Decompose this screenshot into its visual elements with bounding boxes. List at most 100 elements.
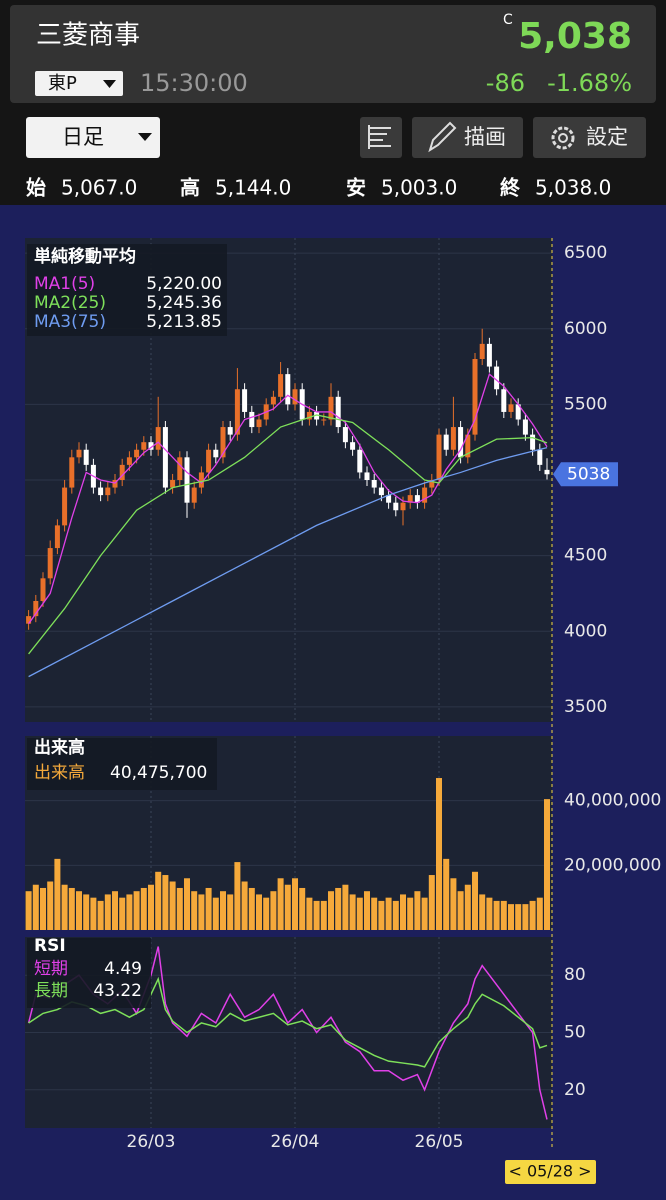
ma-line — [28, 414, 548, 655]
volume-bar — [270, 891, 277, 930]
volume-bar — [32, 884, 39, 930]
candle-body — [234, 389, 240, 435]
candle-body — [508, 404, 514, 412]
candle-body — [465, 434, 471, 458]
volume-bar — [472, 871, 478, 930]
candle-body — [162, 427, 168, 488]
volume-bar — [436, 778, 442, 930]
y-tick-label: 6500 — [564, 243, 607, 263]
candle-body — [335, 396, 341, 428]
volume-bar — [320, 900, 327, 930]
summary-value: 5,038.0 — [535, 176, 611, 200]
legend-value: 4.49 — [104, 959, 142, 979]
candle-body — [450, 427, 456, 450]
candle-body — [530, 434, 536, 450]
candle-body — [515, 404, 521, 420]
candle-body — [479, 343, 485, 359]
volume-bar — [263, 897, 270, 930]
x-tick-label: 26/03 — [127, 1132, 176, 1152]
price-tag-bg — [553, 462, 618, 487]
candle-body — [98, 487, 104, 496]
date-tag: < 05/28 > — [508, 1162, 591, 1181]
price-tag: 5038 — [567, 464, 610, 484]
candle-body — [134, 449, 140, 458]
volume-bar — [428, 875, 435, 930]
volume-bar — [61, 884, 68, 930]
candle-body — [501, 389, 507, 412]
y-tick-label: 80 — [564, 965, 586, 985]
summary-label: 終 — [500, 176, 521, 200]
candle-body — [40, 578, 46, 601]
candle-body — [54, 525, 60, 549]
y-tick-label: 20,000,000 — [564, 855, 661, 875]
market: 東P — [48, 73, 77, 94]
candle-body — [436, 434, 442, 480]
volume-bar — [140, 887, 147, 930]
legend-name: MA3(75) — [34, 312, 106, 332]
candle-body — [177, 457, 183, 480]
candle-body — [220, 427, 226, 458]
list-button[interactable] — [360, 117, 402, 158]
legend-name: 出来高 — [34, 763, 85, 783]
candle-body — [494, 366, 500, 390]
candle-body — [270, 396, 276, 405]
volume-bar — [479, 894, 486, 930]
volume-bar — [54, 858, 61, 930]
dropdown-arrow — [138, 133, 152, 141]
volume-bar — [133, 891, 140, 930]
volume-bar — [529, 900, 536, 930]
volume-bar — [342, 884, 349, 930]
volume-bar — [349, 894, 356, 930]
candle-body — [148, 442, 154, 450]
ohlc-summary: 始 5,067.0 高 5,144.0 安 5,003.0 終 5,038.0 — [26, 176, 611, 200]
candle-body — [443, 434, 449, 450]
candle-body — [141, 442, 147, 450]
summary-label: 安 — [346, 176, 366, 200]
candle-body — [249, 411, 255, 428]
candle-body — [112, 480, 118, 488]
candle-body — [69, 457, 75, 488]
legend-value: 43.22 — [93, 981, 142, 1001]
candle-body — [472, 359, 478, 435]
candle-body — [33, 601, 39, 617]
change: -86 — [486, 69, 525, 97]
volume-bar — [414, 891, 421, 930]
legend-title: RSI — [34, 936, 66, 956]
y-tick-label: 4500 — [564, 546, 607, 566]
candle-body — [371, 480, 377, 488]
date-tag-bg — [505, 1160, 596, 1184]
candle-body — [386, 495, 392, 503]
volume-bar — [378, 900, 385, 930]
draw-button[interactable] — [412, 117, 523, 158]
candle-body — [378, 487, 384, 496]
candle-body — [76, 449, 82, 458]
volume-bar — [306, 897, 313, 930]
volume-bar — [464, 884, 471, 930]
price-type: C — [503, 12, 513, 28]
volume-bar — [515, 904, 522, 930]
candle-body — [206, 449, 212, 473]
volume-bar — [119, 897, 126, 930]
candle-body — [242, 389, 248, 412]
candle-body — [414, 495, 420, 503]
candle-body — [191, 487, 197, 503]
period: 日足 — [62, 125, 104, 149]
volume-bar — [90, 897, 97, 930]
candle-body — [522, 419, 528, 435]
y-tick-label: 6000 — [564, 319, 607, 339]
volume-bar — [25, 891, 32, 930]
volume-bar — [205, 887, 212, 930]
candle-body — [314, 411, 320, 420]
volume-bar — [169, 881, 176, 930]
volume-bar — [184, 878, 190, 930]
legend-name: MA2(25) — [34, 293, 106, 313]
market-select[interactable] — [35, 71, 123, 96]
candle-body — [292, 389, 298, 405]
period-select[interactable] — [26, 117, 160, 158]
volume-bar — [522, 904, 529, 930]
volume-bar — [299, 887, 306, 930]
volume-bar — [212, 897, 219, 930]
legend-value: 5,220.00 — [146, 274, 222, 294]
volume-bar — [356, 897, 363, 930]
volume-bar — [421, 897, 428, 930]
